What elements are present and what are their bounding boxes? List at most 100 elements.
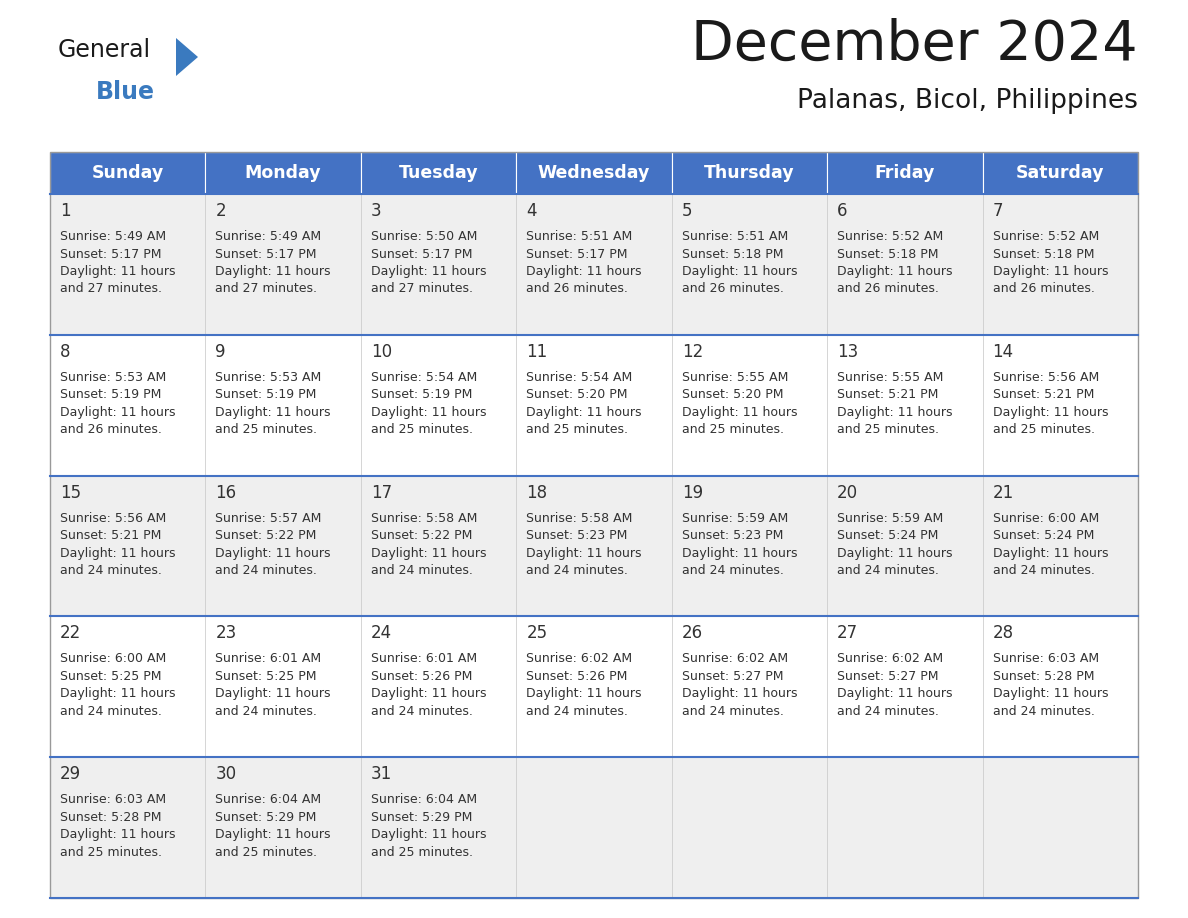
Bar <box>827 476 982 616</box>
Text: Sunset: 5:21 PM: Sunset: 5:21 PM <box>992 388 1094 401</box>
Text: Daylight: 11 hours: Daylight: 11 hours <box>61 546 176 560</box>
Text: General: General <box>58 38 151 62</box>
Text: Sunset: 5:19 PM: Sunset: 5:19 PM <box>61 388 162 401</box>
Bar <box>50 616 206 757</box>
Text: Daylight: 11 hours: Daylight: 11 hours <box>371 828 486 841</box>
Text: 30: 30 <box>215 766 236 783</box>
Text: 26: 26 <box>682 624 703 643</box>
Text: Sunset: 5:29 PM: Sunset: 5:29 PM <box>371 811 473 823</box>
Text: 9: 9 <box>215 342 226 361</box>
Text: Daylight: 11 hours: Daylight: 11 hours <box>838 406 953 419</box>
Text: Sunset: 5:24 PM: Sunset: 5:24 PM <box>992 529 1094 543</box>
Text: Sunrise: 6:03 AM: Sunrise: 6:03 AM <box>992 653 1099 666</box>
Text: Sunrise: 6:01 AM: Sunrise: 6:01 AM <box>371 653 478 666</box>
Text: Sunrise: 5:56 AM: Sunrise: 5:56 AM <box>992 371 1099 384</box>
Text: Sunrise: 5:49 AM: Sunrise: 5:49 AM <box>215 230 322 243</box>
Text: Sunset: 5:17 PM: Sunset: 5:17 PM <box>526 248 627 261</box>
Text: 14: 14 <box>992 342 1013 361</box>
Bar <box>827 194 982 335</box>
Text: Daylight: 11 hours: Daylight: 11 hours <box>682 688 797 700</box>
Text: Daylight: 11 hours: Daylight: 11 hours <box>61 828 176 841</box>
Text: Sunset: 5:19 PM: Sunset: 5:19 PM <box>215 388 317 401</box>
Text: 10: 10 <box>371 342 392 361</box>
Bar <box>206 616 361 757</box>
Bar <box>982 335 1138 476</box>
Text: Daylight: 11 hours: Daylight: 11 hours <box>682 546 797 560</box>
Text: and 24 minutes.: and 24 minutes. <box>371 705 473 718</box>
Text: Daylight: 11 hours: Daylight: 11 hours <box>838 265 953 278</box>
Text: and 25 minutes.: and 25 minutes. <box>371 423 473 436</box>
Bar <box>50 152 1138 898</box>
Bar <box>517 616 671 757</box>
Text: and 25 minutes.: and 25 minutes. <box>61 845 162 858</box>
Text: Sunrise: 5:53 AM: Sunrise: 5:53 AM <box>215 371 322 384</box>
Text: Sunset: 5:18 PM: Sunset: 5:18 PM <box>992 248 1094 261</box>
Text: Sunset: 5:24 PM: Sunset: 5:24 PM <box>838 529 939 543</box>
Text: 7: 7 <box>992 202 1003 220</box>
Text: Sunrise: 5:58 AM: Sunrise: 5:58 AM <box>526 511 633 524</box>
Text: Sunrise: 6:00 AM: Sunrise: 6:00 AM <box>992 511 1099 524</box>
Bar <box>50 757 206 898</box>
Text: Blue: Blue <box>96 80 154 104</box>
Text: Daylight: 11 hours: Daylight: 11 hours <box>526 406 642 419</box>
Text: Palanas, Bicol, Philippines: Palanas, Bicol, Philippines <box>797 88 1138 114</box>
Bar <box>361 194 517 335</box>
Bar <box>671 152 827 194</box>
Text: and 24 minutes.: and 24 minutes. <box>215 564 317 577</box>
Text: Daylight: 11 hours: Daylight: 11 hours <box>526 265 642 278</box>
Text: Sunset: 5:25 PM: Sunset: 5:25 PM <box>61 670 162 683</box>
Text: 13: 13 <box>838 342 859 361</box>
Text: Sunrise: 5:52 AM: Sunrise: 5:52 AM <box>992 230 1099 243</box>
Text: Thursday: Thursday <box>704 164 795 182</box>
Text: Sunrise: 5:58 AM: Sunrise: 5:58 AM <box>371 511 478 524</box>
Text: Sunrise: 5:55 AM: Sunrise: 5:55 AM <box>838 371 943 384</box>
Text: and 25 minutes.: and 25 minutes. <box>526 423 628 436</box>
Text: Daylight: 11 hours: Daylight: 11 hours <box>215 828 331 841</box>
Text: Sunset: 5:27 PM: Sunset: 5:27 PM <box>838 670 939 683</box>
Text: Sunset: 5:23 PM: Sunset: 5:23 PM <box>682 529 783 543</box>
Text: Sunset: 5:20 PM: Sunset: 5:20 PM <box>526 388 627 401</box>
Text: Daylight: 11 hours: Daylight: 11 hours <box>61 265 176 278</box>
Text: 12: 12 <box>682 342 703 361</box>
Text: 21: 21 <box>992 484 1013 501</box>
Text: Daylight: 11 hours: Daylight: 11 hours <box>215 265 331 278</box>
Text: and 24 minutes.: and 24 minutes. <box>838 705 939 718</box>
Bar <box>50 476 206 616</box>
Text: and 24 minutes.: and 24 minutes. <box>682 705 784 718</box>
Text: and 24 minutes.: and 24 minutes. <box>215 705 317 718</box>
Bar <box>517 757 671 898</box>
Text: Sunset: 5:18 PM: Sunset: 5:18 PM <box>838 248 939 261</box>
Text: December 2024: December 2024 <box>691 18 1138 72</box>
Text: Sunset: 5:22 PM: Sunset: 5:22 PM <box>371 529 473 543</box>
Text: and 25 minutes.: and 25 minutes. <box>992 423 1094 436</box>
Text: Daylight: 11 hours: Daylight: 11 hours <box>992 688 1108 700</box>
Bar <box>982 757 1138 898</box>
Text: 24: 24 <box>371 624 392 643</box>
Text: 20: 20 <box>838 484 858 501</box>
Text: 3: 3 <box>371 202 381 220</box>
Text: and 24 minutes.: and 24 minutes. <box>682 564 784 577</box>
Text: Sunset: 5:23 PM: Sunset: 5:23 PM <box>526 529 627 543</box>
Bar <box>827 335 982 476</box>
Text: and 25 minutes.: and 25 minutes. <box>838 423 940 436</box>
Text: 19: 19 <box>682 484 703 501</box>
Text: Sunrise: 6:04 AM: Sunrise: 6:04 AM <box>215 793 322 806</box>
Text: and 24 minutes.: and 24 minutes. <box>526 705 628 718</box>
Bar <box>517 194 671 335</box>
Text: and 25 minutes.: and 25 minutes. <box>682 423 784 436</box>
Bar <box>671 757 827 898</box>
Text: Sunrise: 5:59 AM: Sunrise: 5:59 AM <box>682 511 788 524</box>
Bar <box>827 616 982 757</box>
Text: 28: 28 <box>992 624 1013 643</box>
Text: Sunrise: 5:50 AM: Sunrise: 5:50 AM <box>371 230 478 243</box>
Text: Daylight: 11 hours: Daylight: 11 hours <box>61 406 176 419</box>
Text: and 24 minutes.: and 24 minutes. <box>992 564 1094 577</box>
Text: Sunset: 5:17 PM: Sunset: 5:17 PM <box>215 248 317 261</box>
Text: Sunday: Sunday <box>91 164 164 182</box>
Text: Daylight: 11 hours: Daylight: 11 hours <box>682 406 797 419</box>
Bar <box>671 335 827 476</box>
Text: 23: 23 <box>215 624 236 643</box>
Text: Sunrise: 5:56 AM: Sunrise: 5:56 AM <box>61 511 166 524</box>
Text: and 26 minutes.: and 26 minutes. <box>838 283 939 296</box>
Text: 18: 18 <box>526 484 548 501</box>
